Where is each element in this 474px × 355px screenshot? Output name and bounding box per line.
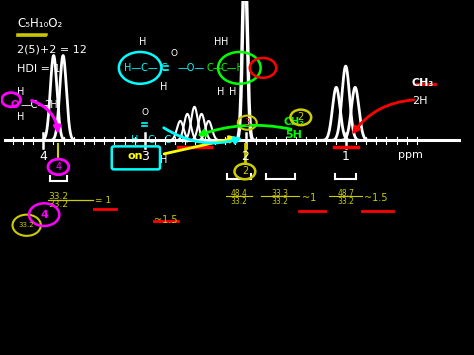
- Text: —C—: —C—: [20, 100, 49, 110]
- Text: ~1.5: ~1.5: [364, 193, 387, 203]
- Text: 33.3: 33.3: [272, 189, 289, 198]
- Text: CH₃: CH₃: [412, 78, 434, 88]
- Text: H—C—C—H: H—C—C—H: [131, 135, 188, 145]
- Text: C—H: C—H: [220, 63, 244, 73]
- Text: = 1: = 1: [95, 196, 111, 205]
- Text: 33.2: 33.2: [231, 197, 247, 206]
- Text: O: O: [141, 108, 148, 118]
- Text: 33.2: 33.2: [272, 197, 289, 206]
- Text: 3: 3: [141, 150, 149, 163]
- Text: 33.2: 33.2: [48, 192, 68, 201]
- Text: 2(5)+2 = 12: 2(5)+2 = 12: [17, 45, 87, 55]
- Text: 5H: 5H: [285, 130, 302, 140]
- Text: 2H: 2H: [44, 100, 58, 110]
- Text: 4: 4: [40, 210, 48, 220]
- Text: CH₂: CH₂: [283, 118, 304, 127]
- Text: H: H: [160, 154, 167, 164]
- Text: 48.4: 48.4: [231, 189, 247, 198]
- Text: 4: 4: [55, 162, 62, 172]
- Text: C₅H₁₀O₂: C₅H₁₀O₂: [17, 17, 63, 29]
- Text: 33.2: 33.2: [48, 201, 68, 209]
- Text: H: H: [17, 112, 25, 122]
- Text: HDI = 1: HDI = 1: [17, 64, 61, 74]
- Text: O: O: [171, 49, 178, 58]
- Text: H—C—: H—C—: [124, 63, 157, 73]
- Text: H: H: [17, 87, 25, 97]
- Text: H: H: [228, 87, 236, 97]
- Text: C—: C—: [206, 63, 223, 73]
- Text: ~1.5: ~1.5: [155, 215, 178, 225]
- Text: 3: 3: [244, 118, 250, 128]
- Text: H: H: [139, 37, 146, 47]
- Text: 2: 2: [242, 166, 248, 176]
- Text: ppm: ppm: [398, 150, 422, 160]
- Text: O: O: [10, 100, 19, 110]
- Text: 33.2: 33.2: [19, 222, 35, 228]
- Text: 2H: 2H: [412, 96, 428, 106]
- Text: 4: 4: [39, 150, 47, 163]
- Text: 2: 2: [298, 113, 304, 122]
- Text: 1: 1: [342, 150, 350, 163]
- Text: H: H: [160, 82, 167, 92]
- Text: H: H: [221, 37, 229, 47]
- Text: 48.7: 48.7: [337, 189, 354, 198]
- Text: 2: 2: [242, 150, 249, 163]
- Text: ~1: ~1: [301, 193, 316, 203]
- Text: H: H: [214, 37, 222, 47]
- Text: —O—: —O—: [178, 63, 205, 73]
- Text: H: H: [217, 87, 224, 97]
- Text: 33.2: 33.2: [337, 197, 354, 206]
- Text: C: C: [160, 63, 167, 73]
- Text: on: on: [128, 151, 143, 161]
